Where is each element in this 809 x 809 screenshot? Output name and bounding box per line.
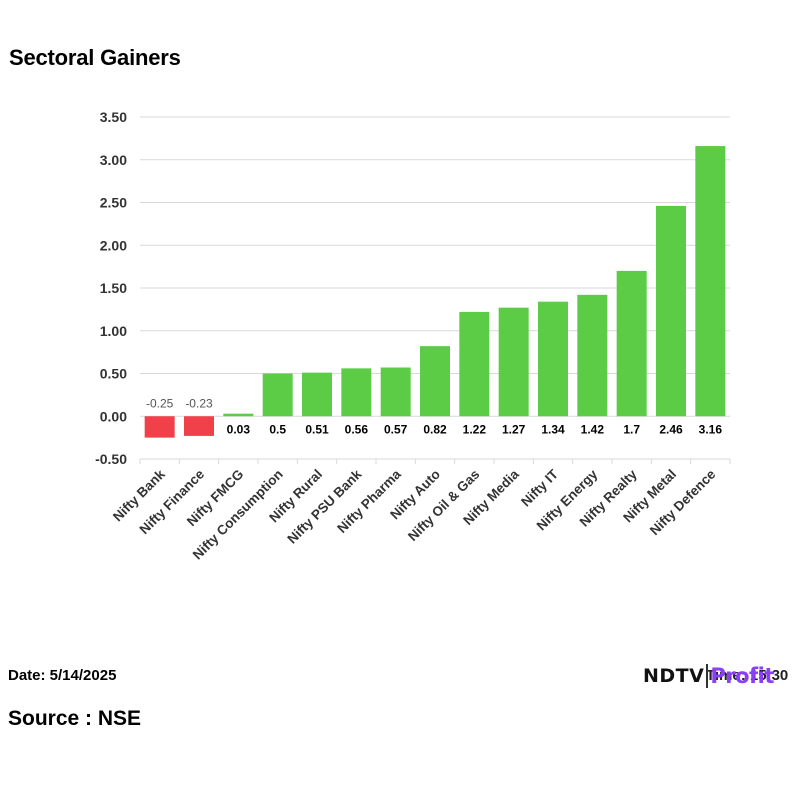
bar	[577, 294, 608, 417]
y-tick-label: 1.00	[100, 323, 127, 339]
data-label: 1.34	[541, 422, 565, 436]
bar	[380, 367, 411, 417]
bar	[302, 372, 332, 417]
chart-title: Sectoral Gainers	[9, 45, 181, 70]
bar	[616, 270, 647, 417]
bar	[262, 373, 293, 417]
bar	[184, 416, 214, 436]
y-tick-label: 0.50	[100, 366, 127, 382]
data-label: 0.5	[269, 422, 286, 436]
data-label: 1.7	[623, 422, 640, 436]
bar	[223, 413, 254, 417]
y-tick-label: 3.50	[100, 109, 127, 125]
bars	[144, 146, 726, 438]
data-label: 1.27	[502, 422, 526, 436]
date-label: Date: 5/14/2025	[8, 667, 117, 684]
source-label: Source : NSE	[8, 707, 142, 730]
bar	[341, 368, 372, 417]
data-label: 0.57	[384, 422, 408, 436]
data-labels: -0.25 -0.23 0.03 0.5 0.51 0.56 0.57 0.82 1.22 1.2…	[146, 396, 722, 436]
bar-chart: -0.50 0.00 0.50 1.00 1.50 2.00 2.50 3.00 3.50 -0…	[95, 109, 731, 563]
bar	[498, 307, 529, 417]
bar	[656, 205, 686, 417]
y-tick-label: 3.00	[100, 152, 127, 168]
y-tick-label: 1.50	[100, 280, 127, 296]
y-tick-label: 2.00	[100, 237, 127, 253]
bar	[144, 416, 175, 438]
logo-profit-text: Profit	[710, 664, 774, 688]
y-tick-label: -0.50	[95, 451, 127, 467]
bar	[459, 311, 490, 417]
y-axis-ticks: -0.50 0.00 0.50 1.00 1.50 2.00 2.50 3.00 3.50	[95, 109, 127, 467]
bar	[695, 146, 726, 417]
data-label: -0.23	[185, 396, 213, 410]
y-tick-label: 0.00	[100, 408, 127, 424]
data-label: 1.42	[581, 422, 605, 436]
time-label: Time: 15:30	[706, 667, 789, 684]
data-label: 3.16	[699, 422, 723, 436]
data-label: 1.22	[463, 422, 487, 436]
logo-ndtv-text: NDTV	[643, 665, 705, 687]
logo-separator	[706, 664, 709, 688]
bar	[420, 346, 450, 417]
data-label: 0.56	[345, 422, 369, 436]
data-label: 0.82	[423, 422, 447, 436]
data-label: 0.03	[227, 422, 251, 436]
x-tick-label: Nifty Oil & Gas	[405, 467, 482, 544]
bar	[538, 301, 568, 417]
data-label: 0.51	[305, 422, 329, 436]
data-label: -0.25	[146, 396, 174, 410]
y-tick-label: 2.50	[100, 195, 127, 211]
data-label: 2.46	[659, 422, 683, 436]
ndtv-profit-logo: NDTV Profit	[643, 664, 774, 694]
